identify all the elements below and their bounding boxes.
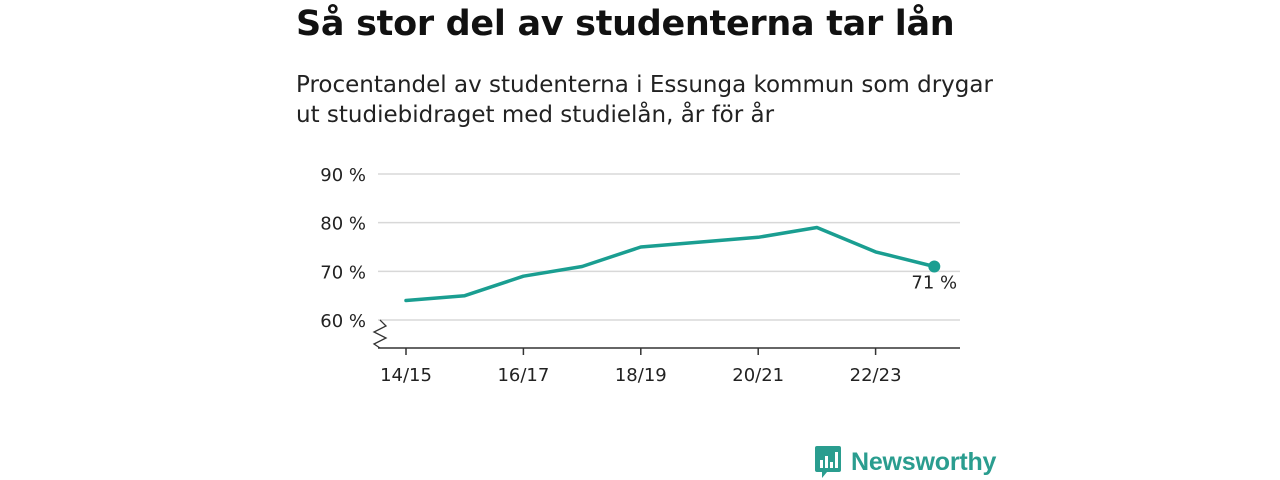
x-axis: 14/15 16/17 18/19 20/21 22/23 (372, 319, 960, 386)
y-tick-label: 90 % (320, 165, 366, 186)
end-value-label: 71 % (911, 272, 957, 293)
x-tick-label: 18/19 (615, 365, 667, 386)
y-tick-label: 70 % (320, 262, 366, 283)
x-tick-label: 20/21 (732, 365, 784, 386)
chart-title: Så stor del av studenterna tar lån (296, 4, 955, 44)
series-line (404, 225, 937, 303)
y-tick-label: 80 % (320, 214, 366, 235)
chart-subtitle: Procentandel av studenterna i Essunga ko… (296, 72, 993, 128)
y-axis-ticks: 60 % 70 % 80 % 90 % (320, 165, 366, 332)
y-tick-label: 60 % (320, 311, 366, 332)
line-chart: 60 % 70 % 80 % 90 % 14/15 16/17 18/19 20/21 22/… (320, 165, 960, 386)
end-point-marker (928, 260, 941, 273)
x-tick-label: 22/23 (850, 365, 902, 386)
gridlines (378, 173, 960, 321)
axis-break-icon (372, 319, 388, 349)
brand-name: Newsworthy (851, 447, 997, 476)
data-series: 71 % (404, 225, 957, 303)
newsworthy-logo-icon (815, 446, 841, 478)
x-tick-label: 16/17 (497, 365, 549, 386)
brand: Newsworthy (814, 444, 996, 480)
x-tick-label: 14/15 (380, 365, 432, 386)
